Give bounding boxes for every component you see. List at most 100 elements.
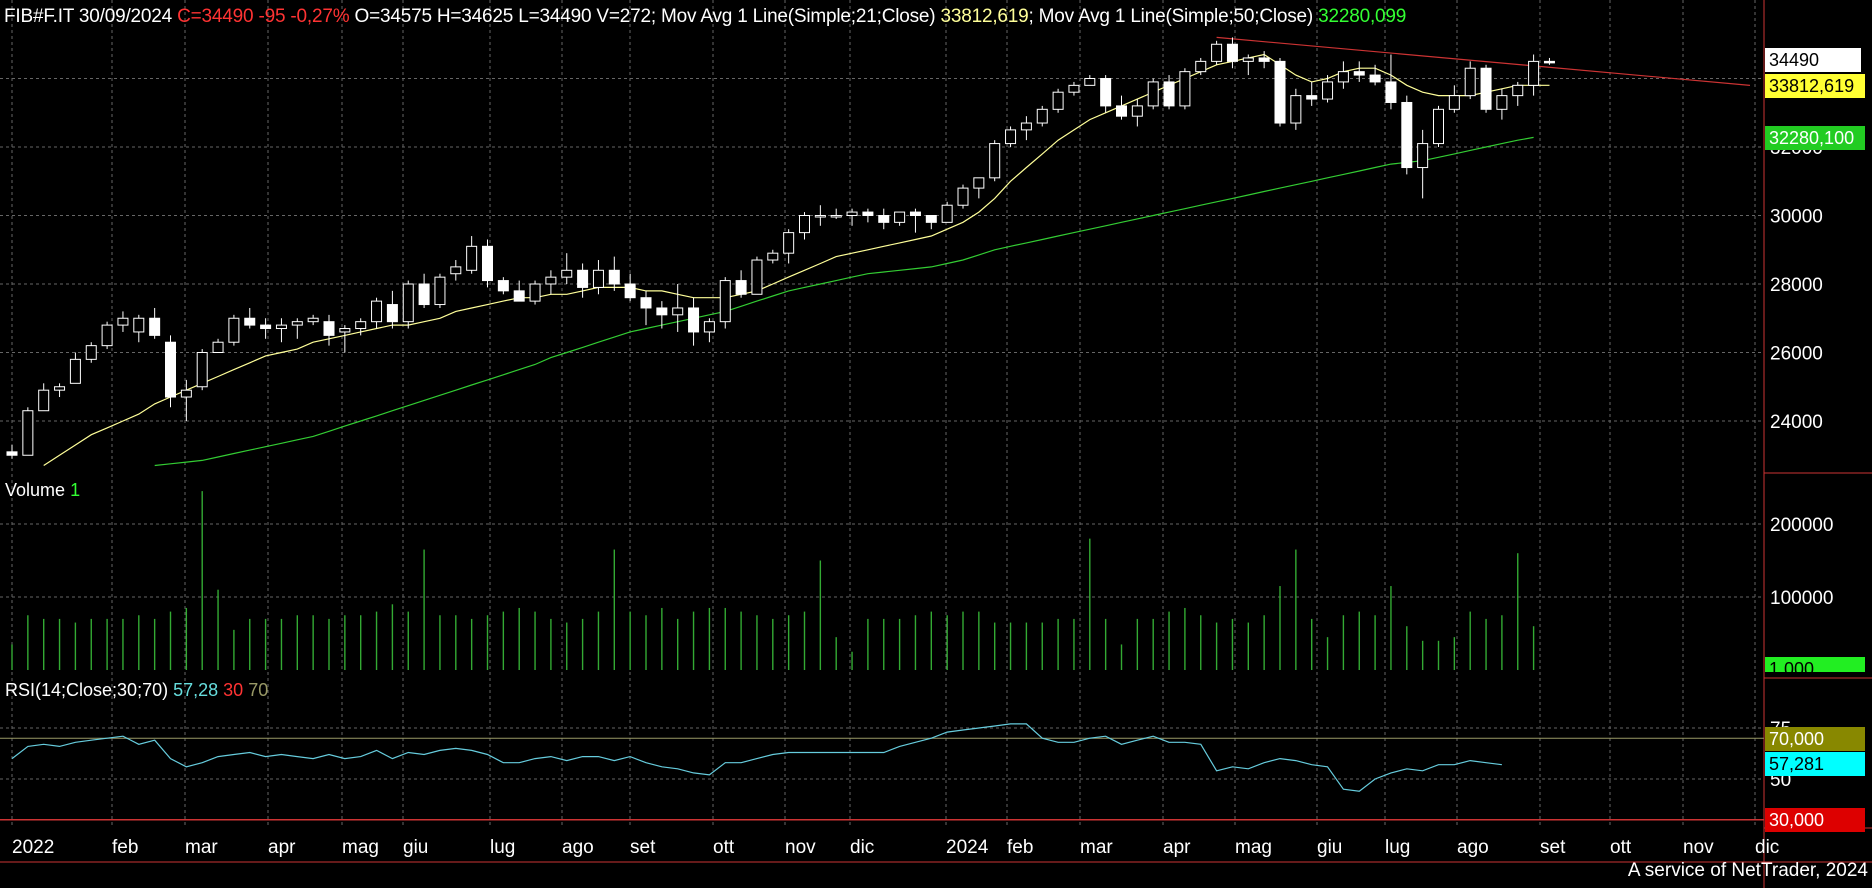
x-tick-label: lug bbox=[490, 837, 515, 858]
candle-up bbox=[1020, 122, 1032, 131]
volume-label: Volume 1 bbox=[5, 480, 80, 501]
rsi-tag-value: 57,281 bbox=[1765, 752, 1865, 776]
candle-down bbox=[640, 297, 652, 309]
header-ma1-value: 33812,619 bbox=[940, 6, 1029, 27]
candle-up bbox=[450, 266, 462, 275]
candle-up bbox=[180, 389, 192, 398]
candle-up bbox=[1496, 95, 1508, 110]
candle-down bbox=[1385, 81, 1397, 103]
candle-up bbox=[1179, 71, 1191, 107]
candle-up bbox=[1005, 129, 1017, 145]
candle-up bbox=[38, 389, 50, 412]
candle-down bbox=[735, 280, 747, 295]
candle-up bbox=[830, 215, 842, 218]
candle-up bbox=[22, 410, 34, 456]
candle-up bbox=[212, 341, 224, 354]
rsi-label: RSI(14;Close;30;70) 57,28 30 70 bbox=[5, 680, 268, 701]
candle-up bbox=[1337, 71, 1349, 83]
candle-up bbox=[799, 215, 810, 234]
candle-up bbox=[989, 143, 1001, 179]
candle-up bbox=[1084, 78, 1096, 86]
candle-down bbox=[925, 215, 937, 223]
candle-up bbox=[814, 215, 826, 218]
candle-down bbox=[386, 304, 398, 323]
candle-up bbox=[767, 252, 779, 261]
candle-up bbox=[117, 317, 129, 326]
candle-up bbox=[957, 187, 969, 206]
rsi-label-high: 70 bbox=[248, 680, 269, 700]
candle-down bbox=[1480, 67, 1492, 110]
candle-up bbox=[196, 352, 208, 388]
candle-up bbox=[1528, 60, 1540, 86]
chart-header: FIB#F.IT 30/09/2024 C=34490 -95 -0,27% O… bbox=[4, 6, 1406, 28]
volume-tag-last: 1,000 bbox=[1765, 657, 1865, 672]
candle-up bbox=[228, 317, 240, 343]
candle-down bbox=[260, 324, 272, 330]
candle-up bbox=[894, 211, 906, 223]
candle-up bbox=[101, 324, 113, 347]
candle-up bbox=[291, 321, 303, 326]
candle-down bbox=[513, 290, 525, 302]
header-ma1-label: ; Mov Avg 1 Line(Simple;21;Close) bbox=[650, 6, 936, 27]
candle-up bbox=[54, 386, 66, 391]
candle-up bbox=[1242, 57, 1254, 62]
candle-down bbox=[244, 317, 256, 326]
ma21-line bbox=[43, 53, 1550, 467]
candle-down bbox=[577, 269, 589, 288]
candle-up bbox=[592, 269, 604, 288]
candle-up bbox=[1131, 105, 1143, 117]
candle-down bbox=[1163, 81, 1175, 107]
x-tick-label: mar bbox=[1080, 837, 1113, 858]
candle-up bbox=[402, 283, 414, 323]
candle-up bbox=[69, 358, 81, 384]
candle-down bbox=[1100, 78, 1112, 107]
candle-up bbox=[434, 276, 446, 306]
candle-down bbox=[1401, 101, 1413, 169]
x-tick-label: set bbox=[630, 837, 656, 858]
header-ohlv: O=34575 H=34625 L=34490 V=272 bbox=[354, 6, 652, 27]
candle-up bbox=[545, 276, 557, 285]
candle-up bbox=[1433, 108, 1444, 145]
candle-up bbox=[1068, 84, 1080, 93]
candle-down bbox=[608, 269, 620, 285]
candle-up bbox=[703, 321, 715, 333]
footer-credit: A service of NetTrader, 2024 bbox=[1627, 860, 1868, 881]
candle-down bbox=[482, 245, 493, 282]
x-tick-label: mag bbox=[342, 837, 379, 858]
price-tick-label: 28000 bbox=[1770, 275, 1823, 296]
x-tick-label: giu bbox=[403, 837, 428, 858]
candle-up bbox=[672, 307, 684, 316]
grid-lines bbox=[0, 0, 1764, 828]
candle-down bbox=[1274, 60, 1286, 124]
candle-down bbox=[1543, 60, 1555, 64]
x-tick-label: nov bbox=[1683, 837, 1714, 858]
x-tick-label: giu bbox=[1317, 837, 1342, 858]
x-tick-label: mag bbox=[1235, 837, 1272, 858]
candle-down bbox=[624, 283, 636, 299]
volume-tick-label: 100000 bbox=[1770, 588, 1833, 609]
x-tick-label: 2022 bbox=[12, 837, 54, 858]
candle-up bbox=[307, 317, 319, 323]
x-tick-label: nov bbox=[785, 837, 816, 858]
candle-up bbox=[529, 283, 541, 302]
header-close-change: C=34490 -95 -0,27% bbox=[177, 6, 350, 27]
trendline bbox=[1216, 36, 1751, 86]
x-tick-label: dic bbox=[850, 837, 874, 858]
candle-up bbox=[1052, 91, 1064, 110]
rsi-label-value: 57,28 bbox=[173, 680, 219, 700]
candle-up bbox=[1417, 143, 1429, 169]
candles bbox=[6, 37, 1555, 459]
price-tick-label: 26000 bbox=[1770, 344, 1823, 365]
candle-down bbox=[6, 451, 18, 456]
candle-up bbox=[1322, 81, 1334, 100]
price-tick-label: 24000 bbox=[1770, 412, 1823, 433]
candle-down bbox=[862, 211, 874, 216]
candle-up bbox=[1211, 43, 1223, 62]
candle-up bbox=[133, 317, 145, 333]
candle-down bbox=[1226, 43, 1238, 62]
candle-up bbox=[1464, 67, 1476, 97]
candle-down bbox=[909, 211, 921, 216]
price-tick-label: 30000 bbox=[1770, 207, 1823, 228]
candle-down bbox=[497, 280, 509, 292]
